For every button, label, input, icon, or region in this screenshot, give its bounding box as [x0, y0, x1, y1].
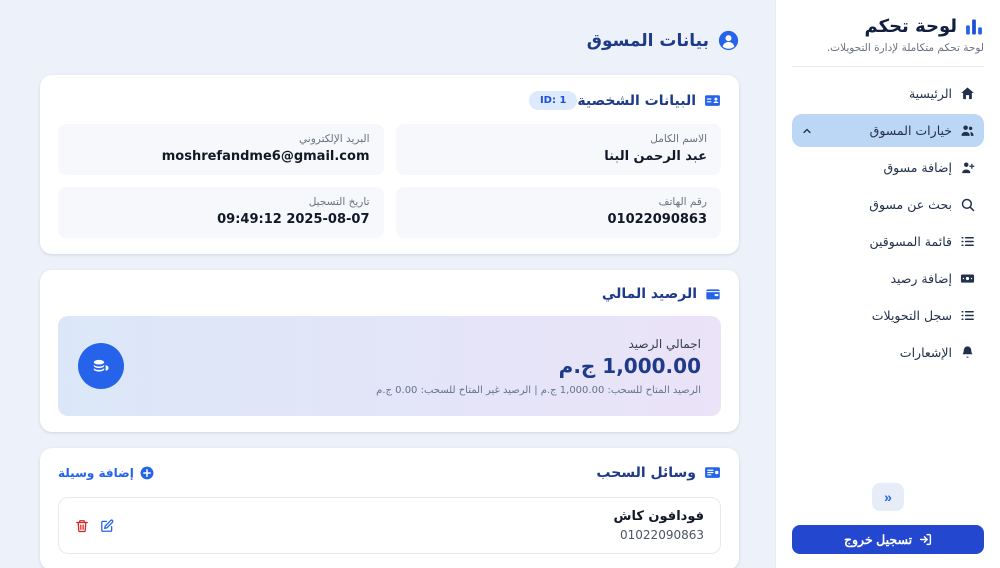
sidebar-item-home[interactable]: الرئيسية: [792, 77, 984, 110]
sidebar-item-label: الإشعارات: [899, 345, 952, 360]
sidebar-item-label: بحث عن مسوق: [869, 197, 952, 212]
field-phone: رقم الهاتف 01022090863: [395, 187, 721, 238]
add-method-link[interactable]: إضافة وسيلة: [58, 466, 154, 480]
users-icon: [960, 123, 975, 138]
search-icon: [960, 197, 975, 212]
balance-card-header: الرصيد المالي: [58, 286, 721, 302]
sidebar-item-marketers-list[interactable]: قائمة المسوقين: [792, 225, 984, 258]
logout-icon: [919, 533, 932, 546]
field-label: الاسم الكامل: [650, 133, 707, 145]
sidebar-item-label: إضافة مسوق: [883, 160, 952, 175]
id-card-icon: [704, 92, 721, 109]
delete-method-button[interactable]: [75, 519, 89, 533]
field-registration-date: تاريخ التسجيل 2025-08-07 09:49:12: [58, 187, 384, 238]
personal-fields-grid: الاسم الكامل عبد الرحمن البنا البريد الإ…: [58, 124, 721, 238]
app-subtitle: لوحة تحكم متكاملة لإدارة التحويلات.: [826, 42, 984, 54]
balance-text: اجمالي الرصيد 1,000.00 ج.م الرصيد المتاح…: [124, 337, 701, 396]
withdrawal-methods-card: وسائل السحب إضافة وسيلة فودافون كاش 0102…: [40, 448, 739, 568]
chevron-up-icon[interactable]: [801, 125, 813, 137]
plus-circle-icon: [140, 466, 154, 480]
edit-icon: [100, 519, 114, 533]
logout-button[interactable]: تسجيل خروج: [792, 525, 984, 554]
balance-amount: 1,000.00 ج.م: [558, 353, 701, 378]
personal-data-card: البيانات الشخصية ID: 1 الاسم الكامل عبد …: [40, 75, 739, 254]
banknote-icon: [960, 271, 975, 286]
withdrawal-method-row: فودافون كاش 01022090863: [58, 497, 721, 554]
method-number: 01022090863: [620, 528, 704, 542]
sidebar-footer: » تسجيل خروج: [792, 483, 984, 554]
sidebar-item-marketer-options[interactable]: خيارات المسوق: [792, 114, 984, 147]
sidebar-item-label: الرئيسية: [908, 86, 952, 101]
main-content: بيانات المسوق البيانات الشخصية: [40, 30, 739, 568]
logout-label: تسجيل خروج: [843, 533, 913, 547]
balance-card: الرصيد المالي اجمالي الرصيد 1,000.00 ج.م…: [40, 270, 739, 432]
withdrawal-methods-icon: [704, 464, 721, 481]
sidebar-item-notifications[interactable]: الإشعارات: [792, 336, 984, 369]
coins-badge: [78, 343, 124, 389]
home-icon: [960, 86, 975, 101]
add-method-label: إضافة وسيلة: [58, 465, 134, 480]
withdrawal-card-title-text: وسائل السحب: [596, 464, 696, 481]
sidebar-item-search-marketer[interactable]: بحث عن مسوق: [792, 188, 984, 221]
balance-total-label: اجمالي الرصيد: [628, 336, 701, 351]
user-plus-icon: [960, 160, 975, 175]
list-icon: [960, 308, 975, 323]
sidebar-collapse-button[interactable]: »: [872, 483, 904, 511]
field-email: البريد الإلكتروني moshrefandme6@gmail.co…: [58, 124, 384, 175]
sidebar-item-add-balance[interactable]: إضافة رصيد: [792, 262, 984, 295]
sidebar-item-add-marketer[interactable]: إضافة مسوق: [792, 151, 984, 184]
trash-icon: [75, 519, 89, 533]
user-circle-icon: [718, 30, 739, 51]
method-actions: [75, 519, 114, 533]
sidebar-item-label: إضافة رصيد: [890, 271, 952, 286]
field-label: رقم الهاتف: [658, 196, 707, 208]
field-label: تاريخ التسجيل: [308, 196, 370, 208]
balance-details: الرصيد المتاح للسحب: 1,000.00 ج.م | الرص…: [376, 384, 701, 396]
balance-card-title: الرصيد المالي: [602, 286, 721, 302]
personal-card-title: البيانات الشخصية: [577, 92, 721, 109]
balance-card-title-text: الرصيد المالي: [601, 286, 697, 302]
personal-card-title-text: البيانات الشخصية: [577, 92, 696, 109]
collapse-chevrons-icon: »: [884, 489, 892, 505]
id-badge: ID: 1: [528, 91, 578, 110]
brand: لوحة تحكم: [792, 16, 984, 37]
list-icon: [960, 234, 975, 249]
wallet-icon: [705, 286, 721, 302]
balance-summary-box: اجمالي الرصيد 1,000.00 ج.م الرصيد المتاح…: [58, 316, 721, 416]
sidebar-item-label: قائمة المسوقين: [869, 234, 952, 249]
field-value: 01022090863: [607, 212, 708, 227]
personal-card-header: البيانات الشخصية ID: 1: [58, 91, 721, 110]
field-value: عبد الرحمن البنا: [604, 149, 707, 164]
method-name: فودافون كاش: [613, 509, 704, 524]
sidebar: لوحة تحكم لوحة تحكم متكاملة لإدارة التحو…: [775, 0, 1000, 568]
field-full-name: الاسم الكامل عبد الرحمن البنا: [395, 124, 721, 175]
sidebar-nav: الرئيسية خيارات المسوق: [792, 77, 984, 369]
app-title: لوحة تحكم: [864, 16, 957, 37]
withdrawal-card-header: وسائل السحب إضافة وسيلة: [58, 464, 721, 481]
coins-icon: [89, 354, 113, 378]
sidebar-divider: [792, 66, 984, 67]
sidebar-item-label: خيارات المسوق: [869, 123, 952, 138]
sidebar-item-transfers-log[interactable]: سجل التحويلات: [792, 299, 984, 332]
bell-icon: [960, 345, 975, 360]
sidebar-item-label: سجل التحويلات: [871, 308, 952, 323]
field-value: moshrefandme6@gmail.com: [161, 149, 370, 164]
page-title: بيانات المسوق: [40, 30, 739, 51]
bar-chart-icon: [964, 17, 984, 37]
method-info: فودافون كاش 01022090863: [614, 509, 704, 542]
withdrawal-card-title: وسائل السحب: [596, 464, 721, 481]
edit-method-button[interactable]: [100, 519, 114, 533]
field-value: 2025-08-07 09:49:12: [217, 212, 370, 227]
page-title-text: بيانات المسوق: [586, 30, 709, 51]
field-label: البريد الإلكتروني: [299, 133, 370, 145]
